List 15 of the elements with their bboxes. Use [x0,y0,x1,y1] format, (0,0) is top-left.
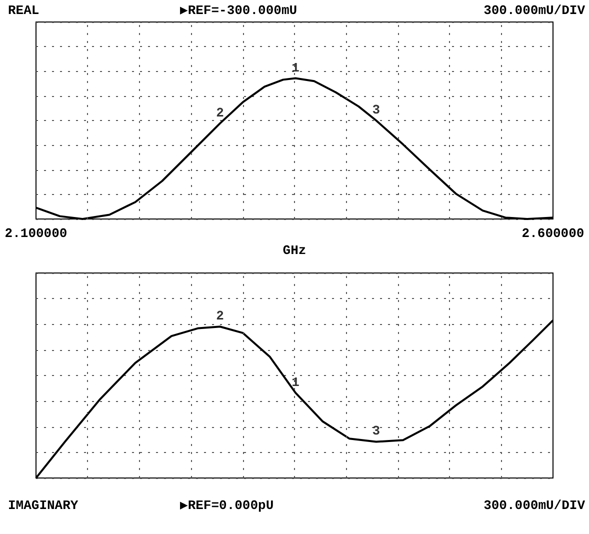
annotation: 1 [292,60,300,76]
annotation: 3 [372,102,380,118]
x-tick-label: 2.100000 [4,226,68,241]
annotation: 1 [292,374,300,390]
x-tick-label: 2.600000 [522,226,584,241]
annotation: 2 [216,105,224,120]
text: 300.000mU/DIV [484,498,586,513]
text: ▶REF=-300.000mU [180,3,298,18]
text: REAL [8,3,40,18]
x-axis-title: GHz [282,243,306,258]
annotation: 2 [216,308,224,324]
annotation: 3 [372,424,380,439]
text: 300.000mU/DIV [484,3,586,18]
text: ▶REF=0.000pU [180,498,274,513]
text: IMAGINARY [8,498,78,513]
